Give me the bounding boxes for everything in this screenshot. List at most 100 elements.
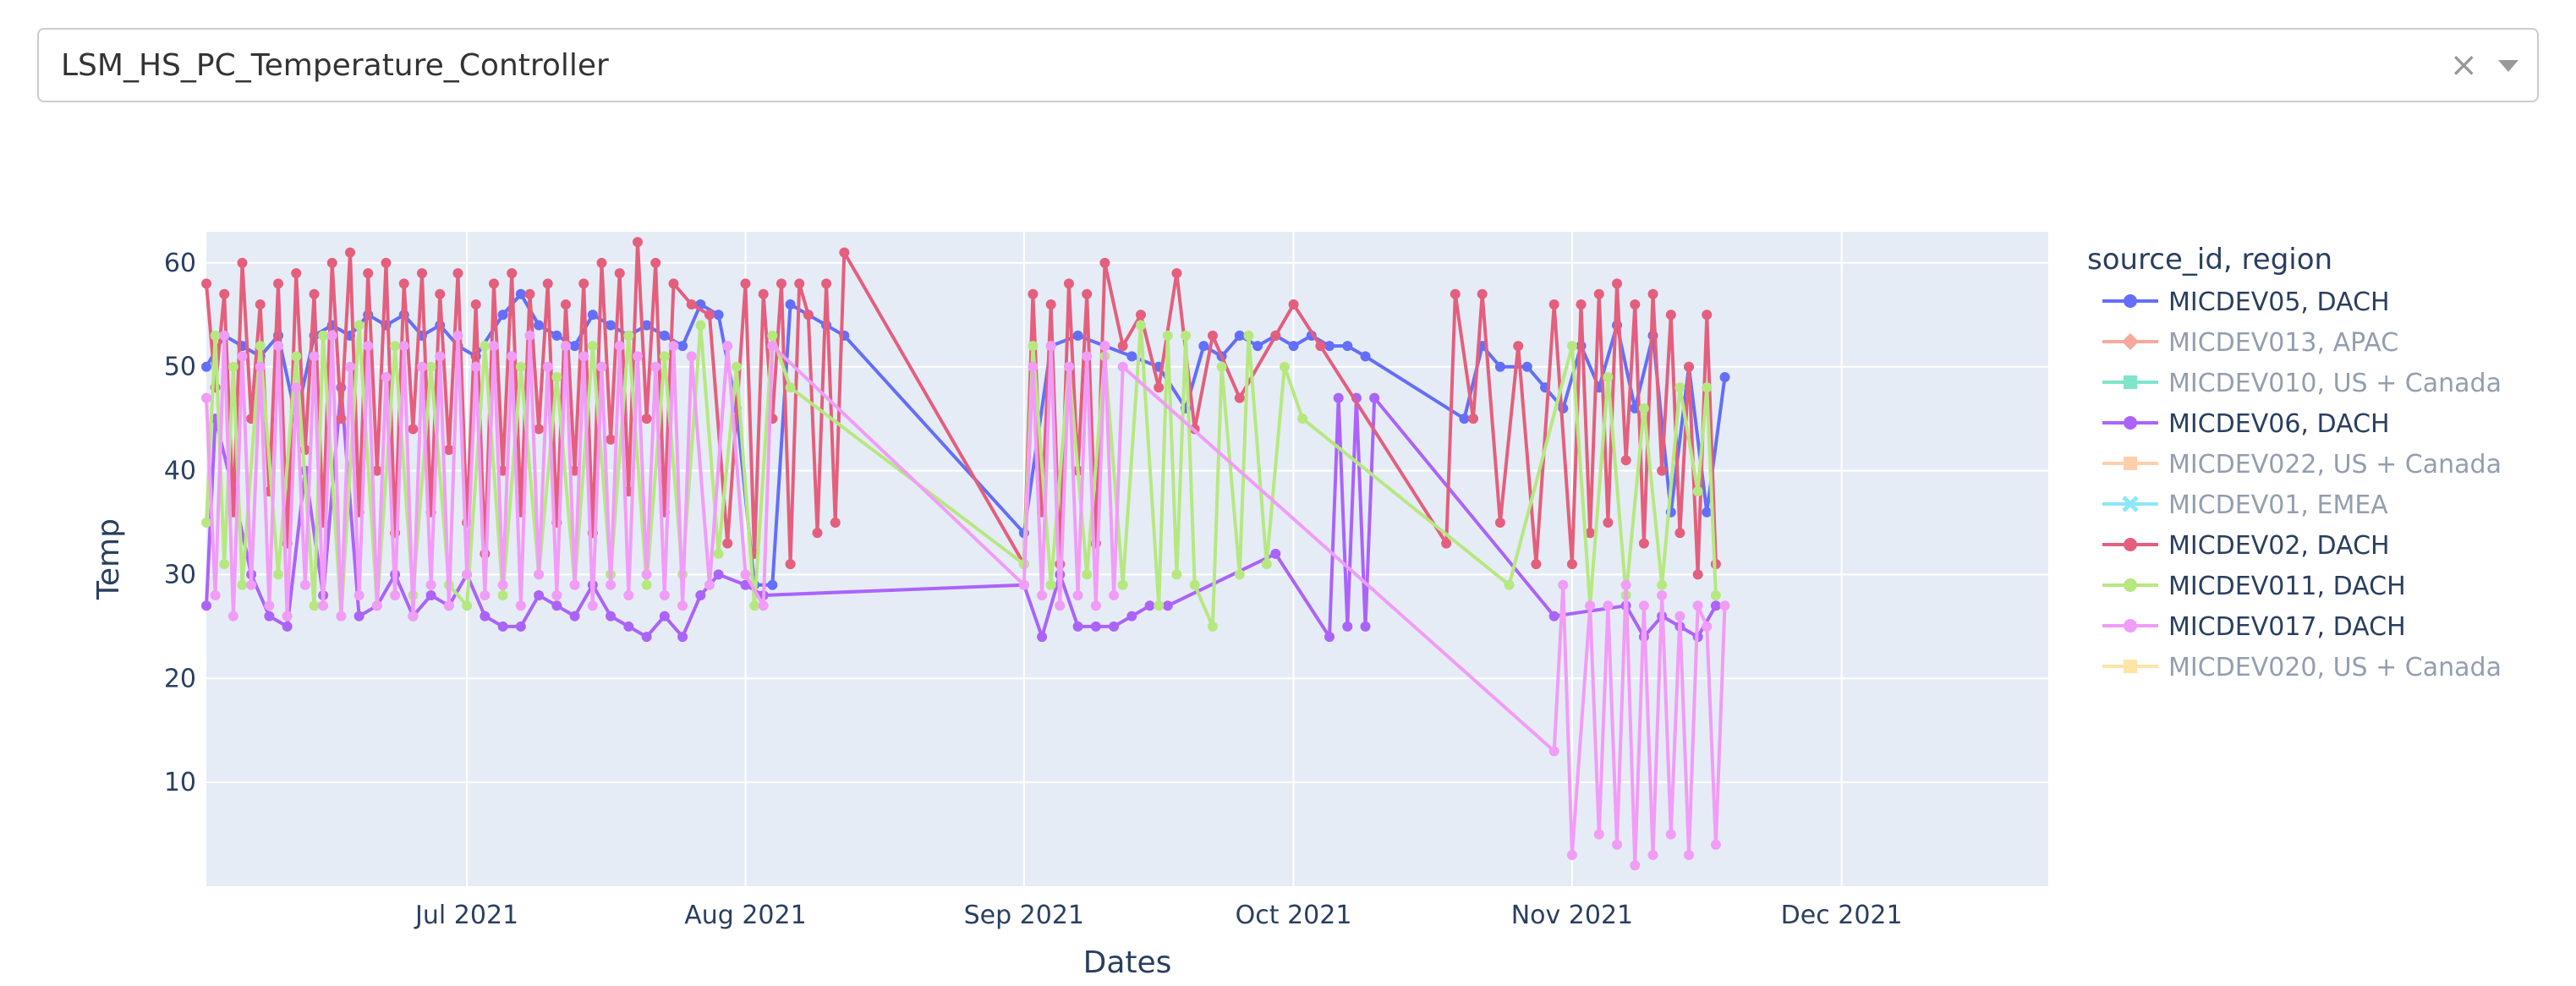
data-point[interactable]	[551, 372, 562, 382]
data-point[interactable]	[219, 330, 230, 341]
data-point[interactable]	[318, 330, 329, 341]
data-point[interactable]	[1055, 600, 1066, 611]
data-point[interactable]	[1665, 309, 1676, 320]
data-point[interactable]	[803, 309, 814, 320]
data-point[interactable]	[722, 538, 733, 549]
data-point[interactable]	[524, 330, 535, 341]
data-point[interactable]	[1270, 548, 1281, 559]
data-point[interactable]	[713, 309, 724, 320]
data-point[interactable]	[1504, 579, 1515, 590]
data-point[interactable]	[1692, 600, 1703, 611]
data-point[interactable]	[1638, 538, 1649, 549]
data-point[interactable]	[758, 288, 769, 299]
data-point[interactable]	[480, 341, 491, 352]
data-point[interactable]	[569, 341, 580, 352]
data-point[interactable]	[623, 590, 634, 600]
data-point[interactable]	[686, 351, 697, 362]
data-point[interactable]	[560, 341, 571, 352]
data-point[interactable]	[344, 361, 355, 372]
data-point[interactable]	[785, 299, 796, 309]
data-point[interactable]	[452, 268, 463, 279]
data-point[interactable]	[1665, 829, 1676, 840]
data-point[interactable]	[1181, 330, 1192, 341]
data-point[interactable]	[1028, 288, 1039, 299]
legend-item[interactable]: MICDEV020, US + Canada	[2102, 653, 2502, 682]
data-point[interactable]	[596, 361, 607, 372]
data-point[interactable]	[390, 590, 401, 600]
data-point[interactable]	[1171, 569, 1182, 580]
data-point[interactable]	[507, 351, 518, 362]
data-point[interactable]	[425, 590, 436, 600]
data-point[interactable]	[1521, 361, 1532, 372]
data-point[interactable]	[299, 579, 310, 590]
data-point[interactable]	[1684, 361, 1695, 372]
data-point[interactable]	[641, 414, 652, 425]
chevron-down-icon[interactable]	[2498, 60, 2518, 72]
data-point[interactable]	[1117, 579, 1128, 590]
data-point[interactable]	[1585, 528, 1596, 539]
data-point[interactable]	[1441, 538, 1452, 549]
data-point[interactable]	[1638, 403, 1649, 414]
data-point[interactable]	[713, 548, 724, 559]
data-point[interactable]	[668, 278, 679, 289]
legend-item[interactable]: MICDEV01, EMEA	[2102, 490, 2388, 520]
data-point[interactable]	[677, 341, 688, 352]
data-point[interactable]	[1082, 351, 1093, 362]
data-point[interactable]	[606, 320, 617, 331]
data-point[interactable]	[1566, 559, 1577, 570]
data-point[interactable]	[219, 559, 230, 570]
data-point[interactable]	[488, 341, 499, 352]
data-point[interactable]	[1638, 600, 1649, 611]
data-point[interactable]	[767, 341, 778, 352]
data-point[interactable]	[443, 600, 454, 611]
data-point[interactable]	[668, 341, 679, 352]
data-point[interactable]	[425, 361, 436, 372]
data-point[interactable]	[416, 268, 427, 279]
data-point[interactable]	[1135, 309, 1146, 320]
data-point[interactable]	[1342, 621, 1353, 632]
data-point[interactable]	[398, 341, 409, 352]
data-point[interactable]	[363, 341, 374, 352]
data-point[interactable]	[1234, 330, 1245, 341]
data-point[interactable]	[534, 569, 545, 580]
data-point[interactable]	[1135, 320, 1146, 331]
data-point[interactable]	[488, 278, 499, 289]
data-point[interactable]	[659, 590, 670, 600]
data-point[interactable]	[1028, 341, 1039, 352]
data-point[interactable]	[1072, 330, 1083, 341]
data-point[interactable]	[812, 528, 823, 539]
data-point[interactable]	[1288, 341, 1299, 352]
data-point[interactable]	[497, 309, 508, 320]
data-point[interactable]	[1647, 850, 1658, 861]
data-point[interactable]	[1090, 621, 1101, 632]
data-point[interactable]	[435, 351, 446, 362]
data-point[interactable]	[1477, 288, 1488, 299]
data-point[interactable]	[515, 600, 526, 611]
data-point[interactable]	[291, 351, 302, 362]
data-point[interactable]	[227, 611, 238, 622]
data-point[interactable]	[534, 590, 545, 600]
data-point[interactable]	[1109, 621, 1120, 632]
data-point[interactable]	[1109, 590, 1120, 600]
data-point[interactable]	[246, 579, 257, 590]
data-point[interactable]	[354, 320, 364, 331]
data-point[interactable]	[1692, 569, 1703, 580]
data-point[interactable]	[623, 330, 634, 341]
data-point[interactable]	[1117, 361, 1128, 372]
data-point[interactable]	[830, 518, 841, 528]
data-point[interactable]	[336, 414, 347, 425]
data-point[interactable]	[344, 247, 355, 258]
data-point[interactable]	[1090, 600, 1101, 611]
data-point[interactable]	[659, 611, 670, 622]
data-point[interactable]	[237, 257, 248, 268]
data-point[interactable]	[291, 268, 302, 279]
legend-item[interactable]: MICDEV011, DACH	[2102, 572, 2406, 601]
data-point[interactable]	[614, 268, 625, 279]
data-point[interactable]	[659, 351, 670, 362]
data-point[interactable]	[1333, 392, 1344, 403]
data-point[interactable]	[767, 579, 778, 590]
legend-item[interactable]: MICDEV010, US + Canada	[2102, 369, 2502, 398]
data-point[interactable]	[1189, 579, 1200, 590]
data-point[interactable]	[1674, 611, 1685, 622]
data-point[interactable]	[1360, 351, 1371, 362]
